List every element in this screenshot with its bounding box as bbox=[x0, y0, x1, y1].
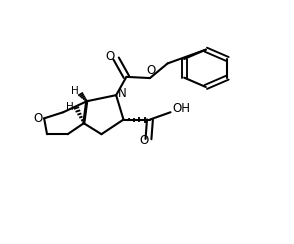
Text: N: N bbox=[118, 87, 127, 101]
Text: O: O bbox=[147, 64, 156, 77]
Text: H: H bbox=[71, 87, 79, 96]
Text: H: H bbox=[66, 102, 74, 112]
Text: OH: OH bbox=[173, 102, 191, 115]
Text: O: O bbox=[139, 134, 149, 147]
Text: O: O bbox=[33, 112, 42, 125]
Text: O: O bbox=[106, 50, 115, 63]
